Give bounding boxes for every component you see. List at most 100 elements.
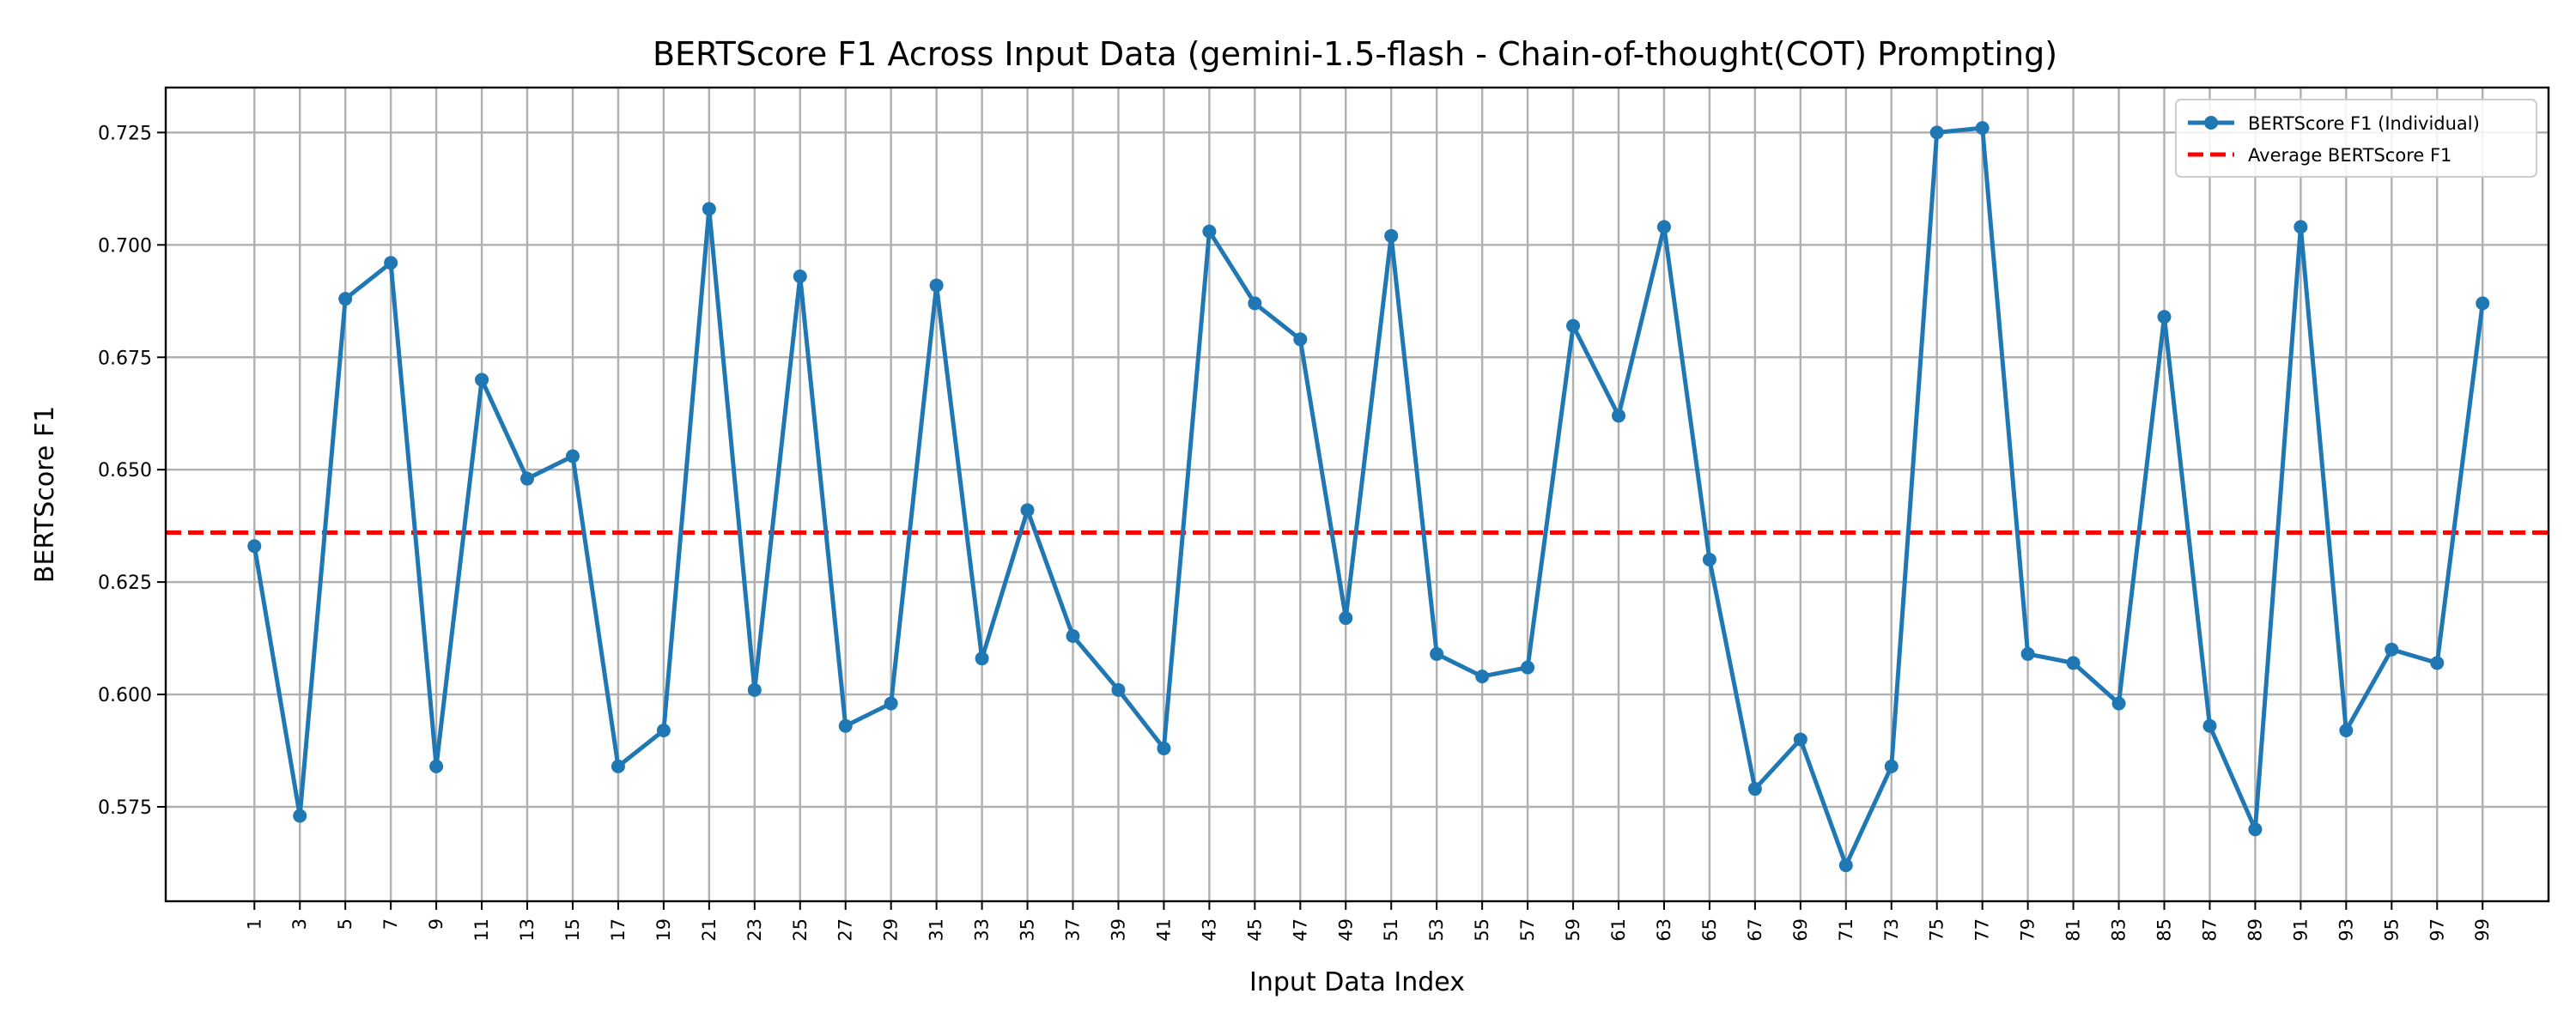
x-tick-label: 87 — [2199, 918, 2220, 942]
data-point — [1793, 732, 1807, 747]
x-tick-label: 11 — [471, 918, 492, 942]
x-tick-label: 29 — [881, 918, 902, 942]
data-point — [1884, 759, 1899, 773]
x-tick-label: 17 — [608, 918, 629, 942]
data-point — [429, 759, 444, 773]
x-tick-label: 55 — [1472, 918, 1492, 942]
data-point — [293, 809, 307, 823]
x-tick-label: 25 — [790, 918, 811, 942]
data-point — [1702, 552, 1716, 566]
x-tick-label: 95 — [2381, 918, 2402, 942]
data-point — [2066, 656, 2081, 670]
y-tick-label: 0.700 — [98, 235, 152, 257]
data-point — [2476, 296, 2490, 311]
x-tick-label: 49 — [1335, 918, 1356, 942]
data-point — [1929, 125, 1944, 140]
data-point — [2293, 220, 2308, 234]
data-point — [1202, 224, 1217, 239]
data-point — [565, 449, 580, 464]
y-tick-label: 0.725 — [98, 123, 152, 144]
x-tick-label: 83 — [2109, 918, 2129, 942]
data-point — [1248, 296, 1262, 311]
data-point — [247, 539, 262, 554]
y-axis-label: BERTScore F1 — [30, 406, 60, 583]
x-tick-label: 75 — [1927, 918, 1947, 942]
data-point — [475, 373, 489, 387]
data-point — [2430, 656, 2445, 670]
x-tick-label: 39 — [1108, 918, 1128, 942]
data-point — [2248, 822, 2263, 837]
x-tick-label: 23 — [744, 918, 765, 942]
data-point — [2385, 642, 2399, 657]
x-tick-label: 69 — [1790, 918, 1811, 942]
y-tick-label: 0.625 — [98, 573, 152, 594]
x-tick-label: 19 — [653, 918, 674, 942]
x-tick-label: 93 — [2336, 918, 2356, 942]
x-tick-label: 3 — [289, 918, 310, 930]
y-tick-label: 0.600 — [98, 685, 152, 706]
x-tick-label: 47 — [1290, 918, 1310, 942]
data-point — [520, 471, 535, 486]
x-tick-label: 5 — [335, 918, 355, 930]
x-tick-label: 41 — [1153, 918, 1174, 942]
x-tick-label: 85 — [2154, 918, 2175, 942]
data-point — [1566, 318, 1581, 333]
x-tick-label: 77 — [1972, 918, 1993, 942]
x-tick-label: 37 — [1063, 918, 1084, 942]
data-point — [1747, 782, 1762, 797]
data-point — [2111, 696, 2126, 711]
series-line — [252, 125, 2485, 868]
legend: BERTScore F1 (Individual) Average BERTSco… — [2175, 99, 2537, 178]
legend-label-individual: BERTScore F1 (Individual) — [2248, 113, 2480, 134]
data-point — [611, 759, 625, 773]
x-tick-label: 71 — [1836, 918, 1856, 942]
data-point — [747, 682, 762, 697]
data-point — [1066, 628, 1080, 643]
data-point — [1975, 121, 1990, 136]
data-point — [929, 278, 944, 293]
legend-label-average: Average BERTScore F1 — [2248, 145, 2451, 166]
x-tick-label: 31 — [927, 918, 947, 942]
x-tick-label: 9 — [426, 918, 447, 930]
data-point — [838, 718, 853, 733]
plot-frame — [164, 86, 2550, 903]
x-tick-label: 1 — [244, 918, 264, 930]
x-tick-label: 79 — [2018, 918, 2038, 942]
data-point — [2339, 723, 2354, 737]
data-point — [793, 269, 807, 283]
x-tick-label: 81 — [2063, 918, 2084, 942]
legend-box — [2175, 99, 2537, 178]
y-axis: 0.575 0.600 0.625 0.650 0.675 0.700 0.725 — [98, 123, 166, 819]
x-tick-label: 43 — [1199, 918, 1219, 942]
x-tick-label: 21 — [699, 918, 720, 942]
data-point — [975, 651, 989, 666]
x-tick-label: 15 — [562, 918, 583, 942]
data-point — [1293, 332, 1308, 347]
x-tick-label: 97 — [2427, 918, 2447, 942]
x-tick-label: 63 — [1654, 918, 1674, 942]
data-point — [1157, 741, 1171, 755]
grid — [166, 88, 2549, 901]
data-point — [1612, 409, 1626, 423]
x-tick-label: 61 — [1608, 918, 1629, 942]
x-tick-label: 27 — [835, 918, 856, 942]
y-tick-label: 0.575 — [98, 797, 152, 819]
x-tick-label: 67 — [1745, 918, 1765, 942]
x-tick-label: 57 — [1517, 918, 1538, 942]
data-point — [1838, 858, 1853, 873]
x-tick-label: 99 — [2472, 918, 2493, 942]
data-point — [702, 202, 716, 216]
x-tick-label: 13 — [517, 918, 538, 942]
x-tick-label: 53 — [1426, 918, 1447, 942]
data-point — [338, 292, 353, 306]
data-point — [384, 256, 398, 270]
data-point — [656, 723, 671, 737]
series-layer — [247, 121, 2490, 873]
x-tick-label: 33 — [972, 918, 993, 942]
x-tick-label: 73 — [1881, 918, 1902, 942]
x-tick-label: 89 — [2245, 918, 2265, 942]
y-tick-label: 0.650 — [98, 460, 152, 482]
data-point — [2202, 718, 2217, 733]
